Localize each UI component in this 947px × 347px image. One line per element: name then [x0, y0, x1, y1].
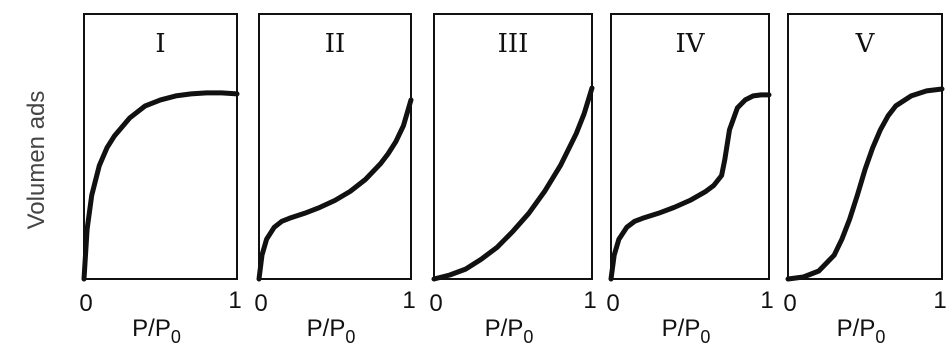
x-axis-label-main: P/P — [485, 315, 524, 342]
x-axis-label-main: P/P — [132, 315, 171, 342]
panel-1: I0 1P/P0 — [79, 13, 242, 347]
panel-frame-1 — [83, 13, 238, 280]
x-tick-1-panel-4: 1 — [760, 287, 773, 314]
isotherm-curve-2 — [256, 97, 414, 282]
x-axis-label-subscript: 0 — [523, 327, 533, 347]
panel-label-2: II — [325, 29, 346, 59]
x-tick-1-panel-3: 1 — [583, 287, 596, 314]
x-tick-1-panel-5: 1 — [933, 287, 946, 314]
x-tick-0-panel-5: 0 — [783, 290, 796, 317]
isotherm-curve-1 — [81, 90, 240, 282]
x-axis-label-main: P/P — [662, 315, 701, 342]
x-axis-label-subscript: 0 — [345, 327, 355, 347]
isotherm-curve-4 — [608, 92, 772, 282]
x-tick-1-panel-1: 1 — [228, 287, 241, 314]
isotherm-curve-3 — [431, 85, 595, 282]
panel-frame-3 — [433, 13, 593, 280]
x-axis-label-subscript: 0 — [700, 327, 710, 347]
panel-frame-4 — [610, 13, 770, 280]
x-tick-0-panel-2: 0 — [254, 290, 267, 317]
x-axis-label-panel-5: P/P0 — [837, 315, 886, 347]
panel-label-1: I — [155, 29, 165, 59]
panel-4: IV0 1P/P0 — [606, 13, 774, 347]
panel-frame-5 — [787, 13, 943, 280]
isotherm-curve-5 — [785, 86, 945, 282]
x-tick-0-panel-3: 0 — [429, 290, 442, 317]
x-axis-label-panel-2: P/P0 — [307, 315, 356, 347]
panel-5: V0 1P/P0 — [783, 13, 947, 347]
panel-label-4: IV — [675, 29, 705, 59]
x-axis-label-panel-3: P/P0 — [485, 315, 534, 347]
x-axis-label-subscript: 0 — [875, 327, 885, 347]
panel-2: II0 1P/P0 — [254, 13, 416, 347]
x-axis-label-subscript: 0 — [171, 327, 181, 347]
x-tick-0-panel-1: 0 — [79, 290, 92, 317]
y-axis-label: Volumen ads — [23, 91, 50, 230]
x-tick-0-panel-4: 0 — [606, 290, 619, 317]
x-axis-label-main: P/P — [307, 315, 346, 342]
x-axis-label-panel-1: P/P0 — [132, 315, 181, 347]
panel-label-3: III — [498, 29, 529, 59]
x-axis-label-panel-4: P/P0 — [662, 315, 711, 347]
x-axis-label-main: P/P — [837, 315, 876, 342]
x-tick-1-panel-2: 1 — [402, 287, 415, 314]
panel-label-5: V — [855, 29, 876, 59]
panel-frame-2 — [258, 13, 412, 280]
